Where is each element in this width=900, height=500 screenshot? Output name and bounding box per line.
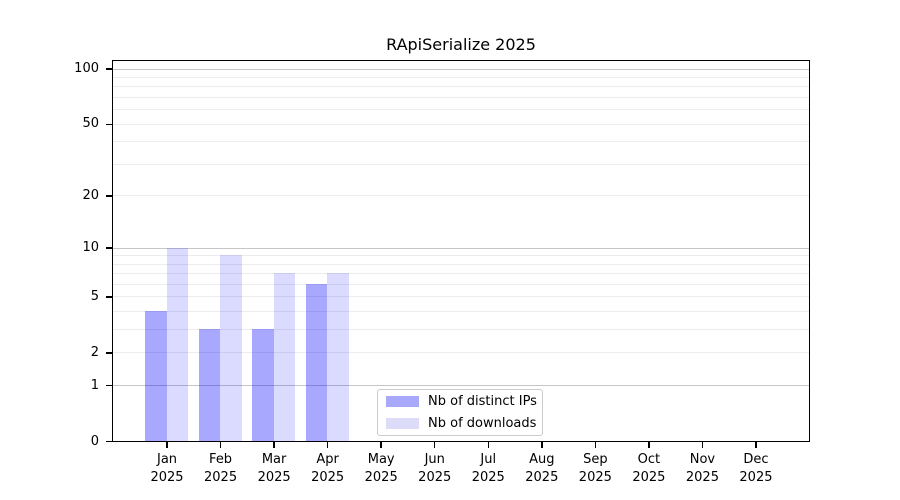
x-tick: [380, 442, 382, 448]
gridline-minor: [113, 123, 809, 125]
x-tick: [326, 442, 329, 448]
x-tick-label: Aug 2025: [525, 452, 559, 485]
gridline-minor: [113, 352, 809, 354]
gridline-minor: [113, 109, 809, 111]
chart-title: RApiSerialize 2025: [386, 35, 536, 54]
x-tick: [219, 442, 222, 448]
y-tick-label: 1: [90, 377, 99, 393]
x-tick-label: Oct 2025: [632, 452, 666, 485]
y-tick-label: 20: [82, 187, 99, 203]
bar-distinct-ips-apr: [305, 283, 328, 441]
y-tick: [106, 247, 112, 249]
gridline-minor: [113, 163, 809, 165]
y-tick: [106, 352, 112, 354]
x-tick: [166, 442, 168, 448]
x-tick-label: Feb 2025: [204, 452, 238, 485]
gridline-minor: [113, 255, 809, 257]
x-axis: Jan 2025 Feb 2025 Mar 2025 Apr 2025 May 2025…: [112, 442, 810, 498]
legend-label-distinct-ips: Nb of distinct IPs: [428, 394, 537, 409]
gridline-minor: [113, 263, 809, 265]
gridline-minor: [113, 141, 809, 143]
bar-distinct-ips-feb: [198, 329, 221, 441]
y-tick-label: 100: [74, 61, 99, 77]
x-tick: [433, 442, 436, 448]
x-tick: [755, 442, 757, 448]
x-tick: [594, 442, 597, 448]
gridline-major: [113, 385, 809, 387]
legend-item-distinct-ips: Nb of distinct IPs: [378, 392, 542, 412]
bar-distinct-ips-mar: [252, 329, 274, 441]
x-tick-label: Nov 2025: [685, 452, 719, 485]
gridline-minor: [113, 329, 809, 331]
legend-swatch-downloads: [386, 418, 419, 429]
y-tick: [106, 384, 112, 387]
bar-downloads-mar: [273, 273, 296, 441]
gridline-major: [113, 68, 809, 70]
plot-area: Nb of distinct IPs Nb of downloads: [112, 60, 810, 442]
gridline-minor: [113, 97, 809, 99]
x-tick-label: Apr 2025: [311, 452, 345, 485]
gridline-minor: [113, 86, 809, 88]
x-tick-label: Sep 2025: [578, 452, 612, 485]
x-tick-label: May 2025: [364, 452, 398, 485]
gridline-minor: [113, 283, 809, 285]
y-tick: [106, 296, 112, 298]
gridline-minor: [113, 311, 809, 313]
gridline-major: [113, 247, 809, 249]
gridline-minor: [113, 296, 809, 298]
y-tick: [106, 123, 112, 125]
y-tick: [106, 440, 112, 443]
x-tick: [541, 442, 543, 448]
y-tick-label: 0: [90, 433, 99, 449]
gridline-minor: [113, 195, 809, 197]
x-tick-label: Jun 2025: [418, 452, 452, 485]
legend-label-downloads: Nb of downloads: [428, 416, 537, 431]
x-tick: [701, 442, 704, 448]
legend-swatch-distinct-ips: [386, 396, 419, 407]
gridline-minor: [113, 77, 809, 79]
y-tick-label: 50: [82, 116, 99, 132]
legend-item-downloads: Nb of downloads: [378, 414, 542, 434]
x-tick-label: Jul 2025: [471, 452, 505, 485]
x-tick-label: Dec 2025: [739, 452, 773, 485]
y-tick: [106, 68, 112, 70]
bar-downloads-apr: [327, 273, 349, 441]
bar-downloads-jan: [166, 247, 189, 441]
bar-distinct-ips-jan: [145, 311, 167, 441]
x-tick: [648, 442, 650, 448]
x-tick-label: Jan 2025: [150, 452, 184, 485]
x-tick: [273, 442, 275, 448]
y-tick-label: 10: [82, 240, 99, 256]
y-tick-label: 2: [90, 344, 99, 360]
x-tick: [487, 442, 490, 448]
bar-downloads-feb: [220, 255, 242, 441]
y-tick: [106, 195, 112, 197]
legend: Nb of distinct IPs Nb of downloads: [377, 389, 543, 436]
y-tick-label: 5: [90, 288, 99, 304]
gridline-minor: [113, 273, 809, 275]
y-axis: 0 1 2 5 10 20 50 100: [0, 60, 112, 449]
x-tick-label: Mar 2025: [257, 452, 291, 485]
